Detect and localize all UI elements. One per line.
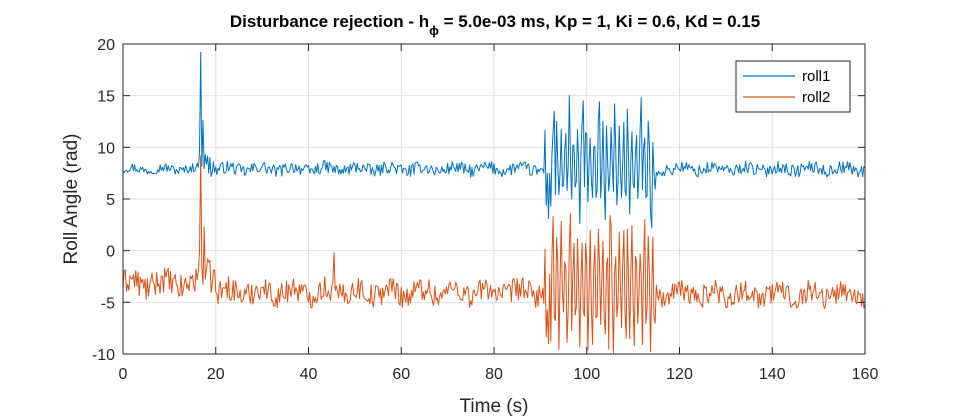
chart-title-prefix: Disturbance rejection - h xyxy=(230,12,429,31)
x-tick-label: 80 xyxy=(485,366,503,383)
x-tick-label: 0 xyxy=(119,366,128,383)
y-tick-label: -5 xyxy=(101,295,115,312)
y-tick-label: 20 xyxy=(97,37,115,54)
legend-box xyxy=(735,60,851,113)
x-tick-label: 100 xyxy=(573,366,600,383)
legend-label-roll1: roll1 xyxy=(802,68,830,85)
chart-title-subscript: ϕ xyxy=(429,23,439,38)
legend: roll1 roll2 xyxy=(735,60,851,113)
y-tick-label: 15 xyxy=(97,89,115,106)
y-tick-label: -10 xyxy=(92,347,115,364)
x-tick-label: 120 xyxy=(666,366,693,383)
y-tick-label: 5 xyxy=(106,192,115,209)
series-line-roll2 xyxy=(122,155,866,354)
axis-ticks: 0 20 40 60 80 100 120 140 160 -10 -5 0 5 10 15 20 xyxy=(92,37,879,383)
y-tick-label: 10 xyxy=(97,140,115,157)
x-tick-label: 20 xyxy=(207,366,225,383)
plot-area xyxy=(122,51,866,354)
chart-title: Disturbance rejection - hϕ = 5.0e-03 ms,… xyxy=(230,12,760,38)
series-line-roll1 xyxy=(122,51,866,229)
x-tick-label: 40 xyxy=(300,366,318,383)
legend-label-roll2: roll2 xyxy=(802,89,830,106)
y-tick-label: 0 xyxy=(106,244,115,261)
x-tick-label: 140 xyxy=(759,366,786,383)
y-axis-label: Roll Angle (rad) xyxy=(61,134,82,265)
chart-title-suffix: = 5.0e-03 ms, Kp = 1, Ki = 0.6, Kd = 0.1… xyxy=(439,12,760,31)
x-axis-label: Time (s) xyxy=(460,396,529,417)
x-tick-label: 60 xyxy=(392,366,410,383)
x-tick-label: 160 xyxy=(852,366,879,383)
